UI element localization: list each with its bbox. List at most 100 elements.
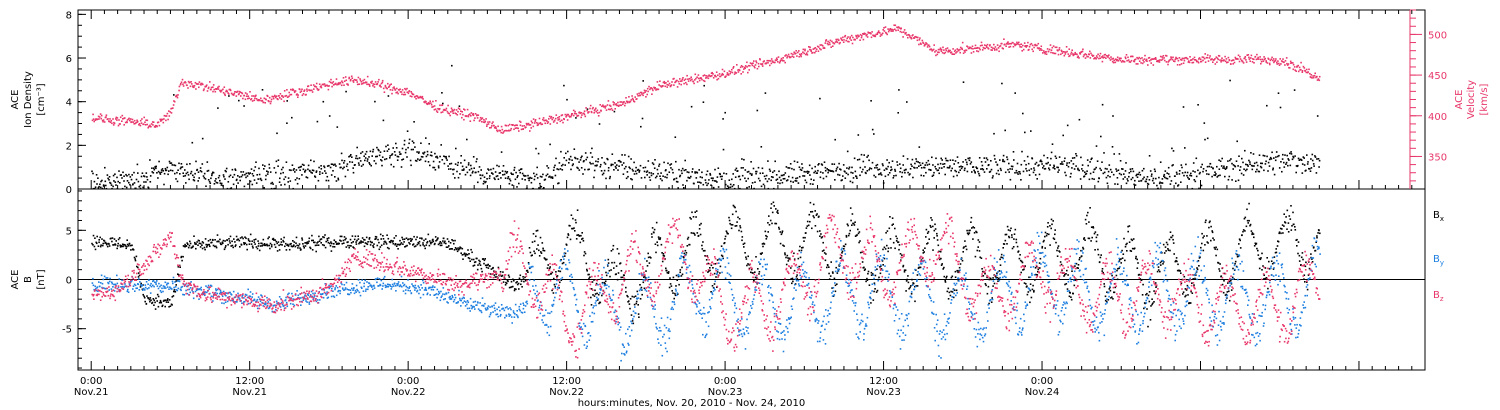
bx-point [216, 234, 219, 236]
velocity-point [289, 93, 291, 96]
density-point [1206, 165, 1209, 168]
bx-point [699, 233, 702, 236]
density-point [179, 167, 182, 170]
bx-point [555, 271, 557, 273]
velocity-point [1022, 44, 1024, 47]
bx-point [643, 276, 645, 278]
density-point [161, 168, 164, 170]
velocity-point [492, 121, 494, 123]
density-point [430, 151, 433, 153]
density-point [389, 155, 391, 157]
bx-point [524, 279, 527, 282]
density-point [568, 158, 571, 161]
density-point [597, 160, 599, 163]
velocity-point [508, 130, 510, 132]
density-point [852, 177, 855, 179]
density-point [1217, 174, 1220, 177]
velocity-point [283, 100, 285, 103]
bx-point [96, 235, 98, 238]
bx-point [92, 234, 95, 237]
density-point [166, 166, 169, 169]
velocity-point [1204, 53, 1206, 55]
density-point [1116, 177, 1119, 179]
velocity-point [112, 118, 114, 120]
density-point [813, 179, 815, 181]
bx-point [377, 238, 379, 241]
bx-point [373, 243, 375, 245]
bx-point [442, 237, 445, 240]
density-point [266, 173, 269, 175]
density-point [329, 166, 332, 169]
bx-point [126, 239, 128, 241]
density-point [876, 167, 878, 169]
velocity-point [770, 58, 773, 60]
bx-point [573, 227, 575, 229]
density-point [1193, 179, 1196, 181]
density-point [922, 175, 925, 177]
velocity-point [269, 102, 272, 105]
bx-point [657, 236, 660, 238]
density-point [1130, 178, 1133, 181]
density-point [348, 155, 350, 158]
density-point [361, 151, 364, 153]
density-point [337, 178, 340, 181]
velocity-point [472, 114, 475, 117]
bx-point [466, 253, 469, 256]
density-point [623, 167, 626, 170]
density-point [788, 167, 791, 169]
bx-point [738, 229, 740, 232]
velocity-point [210, 88, 212, 91]
velocity-point [892, 29, 894, 31]
density-point [691, 168, 694, 170]
velocity-point [1143, 61, 1145, 63]
bx-point [205, 243, 207, 246]
velocity-point [814, 51, 816, 54]
density-point [475, 171, 477, 174]
bx-point [720, 245, 723, 247]
bx-point [255, 246, 258, 248]
velocity-point [454, 112, 456, 114]
density-point [418, 151, 420, 153]
velocity-point [1250, 57, 1252, 59]
density-point [466, 171, 469, 174]
bx-point [820, 233, 822, 235]
velocity-point [435, 110, 438, 112]
density-point [123, 175, 125, 177]
velocity-point [391, 92, 393, 95]
velocity-point [126, 121, 128, 124]
density-point [1229, 79, 1231, 82]
velocity-point [583, 112, 585, 115]
density-point [523, 175, 526, 177]
velocity-point [769, 64, 771, 67]
bx-point [104, 241, 107, 244]
velocity-point [301, 94, 304, 97]
velocity-point [563, 118, 565, 121]
bx-point [582, 240, 585, 242]
bx-point [670, 285, 673, 287]
velocity-point [265, 98, 267, 101]
density-point [1302, 156, 1305, 158]
velocity-point [184, 81, 187, 84]
density-point [1122, 178, 1125, 180]
density-point [973, 169, 975, 172]
velocity-point [1260, 62, 1262, 65]
velocity-point [158, 124, 161, 127]
density-point [608, 177, 611, 180]
bx-point [380, 238, 382, 240]
density-point [748, 186, 750, 188]
density-point [259, 177, 262, 180]
density-point [306, 176, 309, 179]
velocity-point [653, 86, 655, 89]
density-point [658, 165, 660, 167]
velocity-point [673, 77, 675, 80]
density-point [896, 164, 899, 166]
density-point [976, 167, 979, 170]
density-point [1085, 172, 1088, 175]
velocity-point [662, 85, 664, 87]
velocity-point [1111, 60, 1114, 63]
density-axis-title-line-1: ACE [10, 90, 21, 110]
velocity-point [1010, 42, 1012, 45]
velocity-point [957, 49, 959, 51]
bx-point [201, 241, 204, 243]
velocity-point [715, 75, 717, 78]
